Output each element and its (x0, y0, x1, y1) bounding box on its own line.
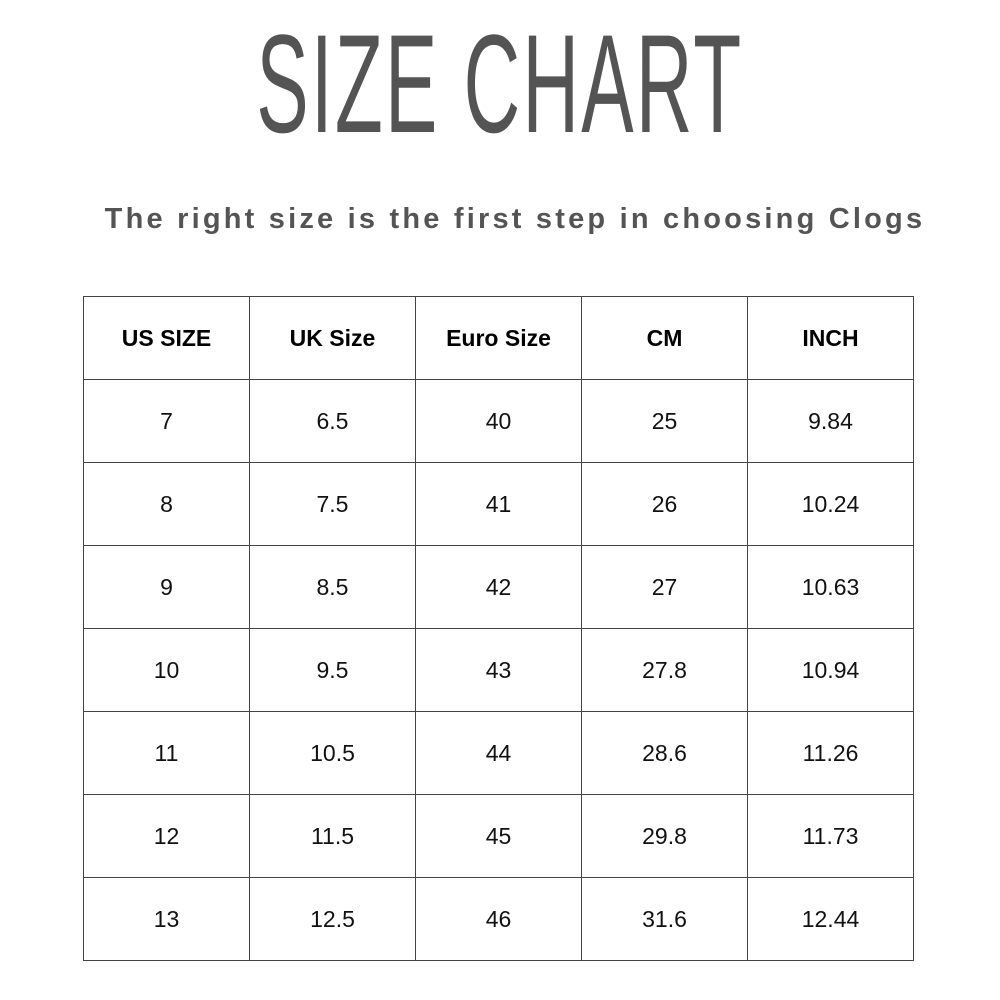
table-cell: 43 (415, 628, 582, 712)
table-cell: 12 (83, 794, 250, 878)
table-cell: 10 (83, 628, 250, 712)
table-cell: 27 (581, 545, 748, 629)
table-row: 13 12.5 46 31.6 12.44 (83, 877, 914, 961)
title-text: SIZE CHART (256, 5, 744, 162)
table-cell: 7.5 (249, 462, 416, 546)
table-cell: 13 (83, 877, 250, 961)
table-cell: 31.6 (581, 877, 748, 961)
table-cell: 45 (415, 794, 582, 878)
column-header: INCH (747, 296, 914, 380)
table-cell: 11 (83, 711, 250, 795)
table-cell: 10.24 (747, 462, 914, 546)
table-row: 12 11.5 45 29.8 11.73 (83, 794, 914, 878)
table-cell: 25 (581, 379, 748, 463)
table-cell: 9 (83, 545, 250, 629)
table-cell: 42 (415, 545, 582, 629)
column-header: UK Size (249, 296, 416, 380)
table-row: 11 10.5 44 28.6 11.26 (83, 711, 914, 795)
table-header-row: US SIZE UK Size Euro Size CM INCH (83, 296, 914, 380)
table-cell: 11.26 (747, 711, 914, 795)
column-header: US SIZE (83, 296, 250, 380)
table-cell: 10.63 (747, 545, 914, 629)
table-cell: 29.8 (581, 794, 748, 878)
table-cell: 12.5 (249, 877, 416, 961)
table-cell: 11.73 (747, 794, 914, 878)
table-cell: 9.84 (747, 379, 914, 463)
size-table: US SIZE UK Size Euro Size CM INCH 7 6.5 40 25 9.… (83, 296, 914, 961)
table-row: 7 6.5 40 25 9.84 (83, 379, 914, 463)
table-cell: 11.5 (249, 794, 416, 878)
column-header: Euro Size (415, 296, 582, 380)
table-cell: 41 (415, 462, 582, 546)
column-header: CM (581, 296, 748, 380)
table-cell: 10.94 (747, 628, 914, 712)
table-cell: 40 (415, 379, 582, 463)
table-cell: 28.6 (581, 711, 748, 795)
table-cell: 27.8 (581, 628, 748, 712)
table-cell: 8 (83, 462, 250, 546)
table-cell: 12.44 (747, 877, 914, 961)
table-cell: 46 (415, 877, 582, 961)
table-row: 9 8.5 42 27 10.63 (83, 545, 914, 629)
page-title: SIZE CHART (0, 14, 1000, 154)
subtitle: The right size is the first step in choo… (104, 203, 926, 235)
table-cell: 6.5 (249, 379, 416, 463)
table-cell: 44 (415, 711, 582, 795)
table-cell: 10.5 (249, 711, 416, 795)
table-row: 8 7.5 41 26 10.24 (83, 462, 914, 546)
table-cell: 7 (83, 379, 250, 463)
table-cell: 8.5 (249, 545, 416, 629)
table-cell: 9.5 (249, 628, 416, 712)
table-cell: 26 (581, 462, 748, 546)
table-row: 10 9.5 43 27.8 10.94 (83, 628, 914, 712)
